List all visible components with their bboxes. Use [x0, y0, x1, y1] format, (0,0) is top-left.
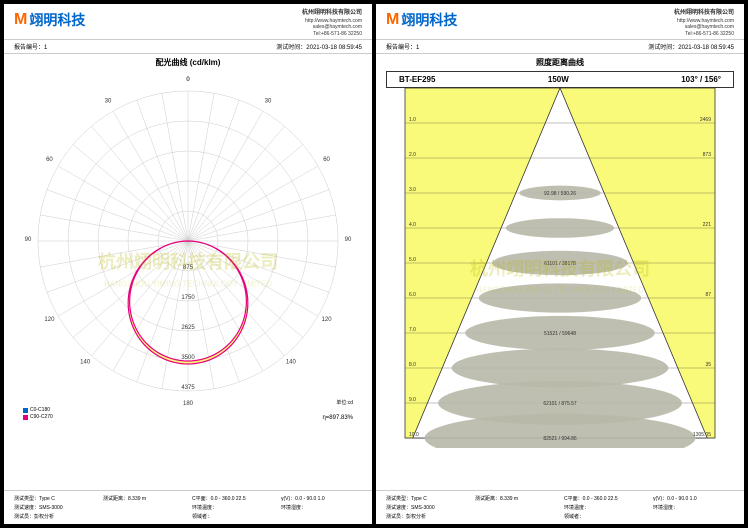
svg-text:2469: 2469 [700, 117, 711, 123]
svg-text:62101 / 875.57: 62101 / 875.57 [543, 401, 577, 407]
svg-text:180: 180 [183, 401, 194, 407]
svg-text:30: 30 [105, 99, 112, 105]
footer-left: 测试类型：Type C测试距离：8.339 mC平面：0.0 - 360.0 2… [4, 490, 372, 524]
company-name: 杭州翊明科技有限公司 [302, 10, 362, 18]
legend-0: C0-C180 [30, 407, 50, 413]
svg-text:30: 30 [265, 99, 272, 105]
svg-text:6.0: 6.0 [409, 292, 416, 298]
svg-text:7.0: 7.0 [409, 327, 416, 333]
polar-eta: η=897.83% [322, 415, 353, 421]
svg-text:4375: 4375 [181, 385, 195, 391]
svg-text:1750: 1750 [181, 295, 195, 301]
header-left: M 翊明科技 杭州翊明科技有限公司 http://www.haymtech.co… [4, 4, 372, 40]
svg-text:3.0: 3.0 [409, 187, 416, 193]
svg-text:2625: 2625 [181, 325, 195, 331]
footer-right: 测试类型：Type C测试距离：8.339 mC平面：0.0 - 360.0 2… [376, 490, 744, 524]
logo-text: 翊明科技 [29, 10, 85, 30]
polar-legend: C0-C180 C90-C270 [23, 407, 53, 421]
svg-text:5.0: 5.0 [409, 257, 416, 263]
logo-mark: M [14, 11, 27, 29]
test-date: 测试时间：2021-03-18 08:59:45 [276, 42, 362, 51]
polar-title: 配光曲线 (cd/klm) [4, 54, 372, 71]
svg-text:90: 90 [25, 237, 32, 243]
svg-text:8.0: 8.0 [409, 362, 416, 368]
svg-text:0: 0 [186, 77, 190, 83]
svg-text:35: 35 [705, 362, 711, 368]
svg-text:92.98 / 590.26: 92.98 / 590.26 [544, 191, 576, 197]
logo: M 翊明科技 [14, 10, 85, 30]
subheader: 报告编号：1 测试时间：2021-03-18 08:59:45 [4, 40, 372, 54]
cone-watt: 150W [548, 75, 569, 84]
svg-text:873: 873 [703, 152, 712, 158]
logo: M 翊明科技 [386, 10, 457, 30]
report-no: 报告编号：1 [14, 42, 47, 51]
svg-text:140: 140 [80, 360, 91, 366]
logo-text: 翊明科技 [401, 10, 457, 30]
svg-text:2.0: 2.0 [409, 152, 416, 158]
cone-header: BT-EF295 150W 103° / 156° [386, 71, 734, 88]
svg-text:9.0: 9.0 [409, 397, 416, 403]
svg-text:1305.05: 1305.05 [693, 432, 711, 438]
polar-svg: 8751750262535004375003030606090901201201… [13, 71, 363, 451]
report-no: 报告编号：1 [386, 42, 419, 51]
company-tel: Tel:+86-571-86 32250 [674, 31, 734, 38]
test-date: 测试时间：2021-03-18 08:59:45 [648, 42, 734, 51]
svg-text:61101 / 38178: 61101 / 38178 [544, 261, 576, 267]
svg-text:1.0: 1.0 [409, 117, 416, 123]
svg-text:51521 / 59648: 51521 / 59648 [544, 331, 576, 337]
polar-unit: 单位:cd [336, 399, 353, 406]
svg-text:87: 87 [705, 292, 711, 298]
subheader: 报告编号：1 测试时间：2021-03-18 08:59:45 [376, 40, 744, 54]
svg-text:82521 / 994.86: 82521 / 994.86 [543, 436, 577, 442]
svg-text:3500: 3500 [181, 355, 195, 361]
svg-text:140: 140 [286, 360, 297, 366]
svg-text:10.0: 10.0 [409, 432, 419, 438]
svg-text:4.0: 4.0 [409, 222, 416, 228]
company-tel: Tel:+86-571-86 32250 [302, 31, 362, 38]
logo-mark: M [386, 11, 399, 29]
svg-text:120: 120 [322, 317, 333, 323]
svg-text:60: 60 [323, 157, 330, 163]
company-name: 杭州翊明科技有限公司 [674, 10, 734, 18]
legend-1: C90-C270 [30, 414, 53, 420]
polar-chart: 8751750262535004375003030606090901201201… [13, 71, 363, 451]
svg-text:120: 120 [44, 317, 55, 323]
svg-text:90: 90 [345, 237, 352, 243]
cone-model: BT-EF295 [399, 75, 435, 84]
svg-text:875: 875 [183, 265, 194, 271]
company-info: 杭州翊明科技有限公司 http://www.haymtech.com sales… [674, 10, 734, 37]
header-right: M 翊明科技 杭州翊明科技有限公司 http://www.haymtech.co… [376, 4, 744, 40]
svg-text:221: 221 [703, 222, 712, 228]
cone-svg: 1.0 2469 2.0 873 3.0 92.98 / 590.26 4.0 221 5.0 6… [385, 88, 735, 448]
cone-title: 照度距离曲线 [376, 54, 744, 71]
cone-chart: 1.0 2469 2.0 873 3.0 92.98 / 590.26 4.0 221 5.0 6… [385, 88, 735, 448]
cone-report: M 翊明科技 杭州翊明科技有限公司 http://www.haymtech.co… [376, 4, 744, 524]
polar-report: M 翊明科技 杭州翊明科技有限公司 http://www.haymtech.co… [4, 4, 372, 524]
cone-angles: 103° / 156° [681, 75, 721, 84]
company-info: 杭州翊明科技有限公司 http://www.haymtech.com sales… [302, 10, 362, 37]
svg-text:60: 60 [46, 157, 53, 163]
